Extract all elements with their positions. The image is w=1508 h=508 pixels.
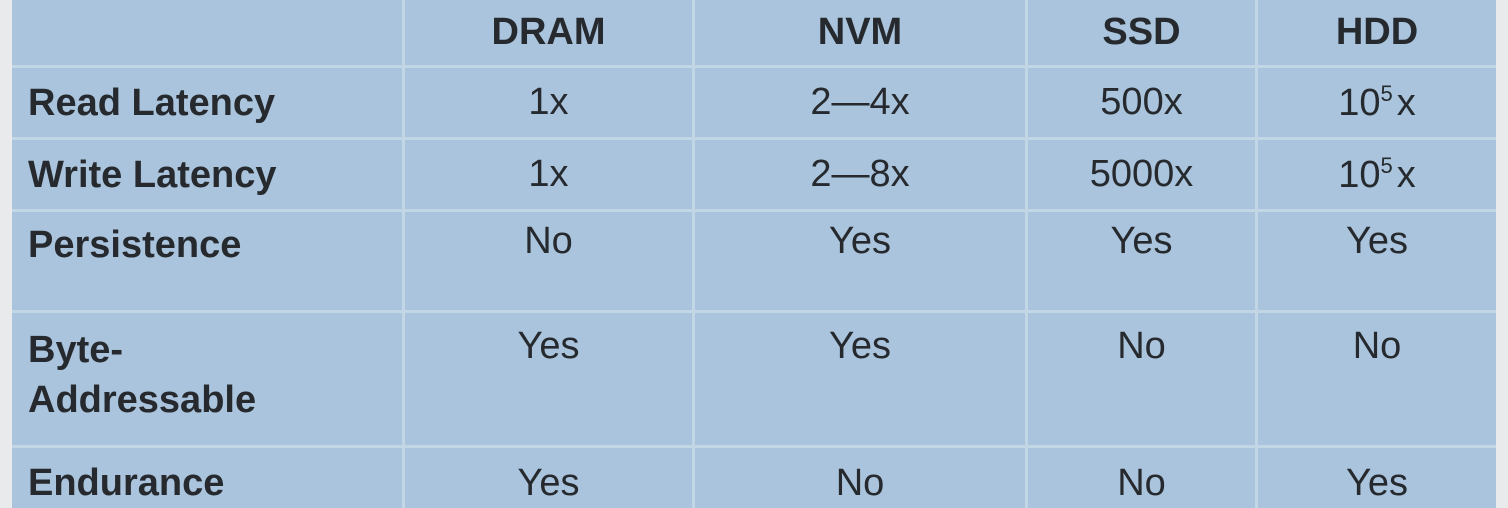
cell-endur-dram: Yes <box>405 448 695 508</box>
comparison-table: DRAM NVM SSD HDD Read Latency 1x 2—4x 50… <box>12 0 1496 508</box>
cell-write-hdd: 105 x <box>1258 140 1496 212</box>
header-nvm: NVM <box>695 0 1028 68</box>
cell-persist-nvm: Yes <box>695 212 1028 313</box>
table-row: Write Latency 1x 2—8x 5000x 105 x <box>12 140 1496 212</box>
header-corner-cell <box>12 0 405 68</box>
cell-read-dram: 1x <box>405 68 695 140</box>
cell-write-nvm: 2—8x <box>695 140 1028 212</box>
cell-persist-ssd: Yes <box>1028 212 1258 313</box>
row-label-read-latency: Read Latency <box>12 68 405 140</box>
row-label-line-2: Addressable <box>28 379 257 421</box>
cell-byte-nvm: Yes <box>695 313 1028 448</box>
row-label-line-1: Byte- <box>28 329 124 371</box>
power-suffix: x <box>1396 153 1416 196</box>
header-dram: DRAM <box>405 0 695 68</box>
power-exponent: 5 <box>1380 80 1393 106</box>
cell-endur-hdd: Yes <box>1258 448 1496 508</box>
power-suffix: x <box>1396 81 1416 124</box>
cell-byte-ssd: No <box>1028 313 1258 448</box>
cell-read-ssd: 500x <box>1028 68 1258 140</box>
cell-write-dram: 1x <box>405 140 695 212</box>
cell-byte-dram: Yes <box>405 313 695 448</box>
power-exponent: 5 <box>1380 152 1393 178</box>
header-row: DRAM NVM SSD HDD <box>12 0 1496 68</box>
row-label-persistence: Persistence <box>12 212 405 313</box>
cell-endur-nvm: No <box>695 448 1028 508</box>
header-ssd: SSD <box>1028 0 1258 68</box>
cell-byte-hdd: No <box>1258 313 1496 448</box>
cell-read-hdd: 105 x <box>1258 68 1496 140</box>
row-label-endurance: Endurance <box>12 448 405 508</box>
row-label-write-latency: Write Latency <box>12 140 405 212</box>
table-row: Persistence No Yes Yes Yes <box>12 212 1496 313</box>
power-base: 10 <box>1338 153 1381 196</box>
table-row: Read Latency 1x 2—4x 500x 105 x <box>12 68 1496 140</box>
table-row: Endurance Yes No No Yes <box>12 448 1496 508</box>
power-base: 10 <box>1338 81 1381 124</box>
cell-endur-ssd: No <box>1028 448 1258 508</box>
header-hdd: HDD <box>1258 0 1496 68</box>
table-row: Byte- Addressable Yes Yes No No <box>12 313 1496 448</box>
cell-read-nvm: 2—4x <box>695 68 1028 140</box>
cell-write-ssd: 5000x <box>1028 140 1258 212</box>
row-label-byte-addressable: Byte- Addressable <box>12 313 405 448</box>
cell-persist-hdd: Yes <box>1258 212 1496 313</box>
cell-persist-dram: No <box>405 212 695 313</box>
